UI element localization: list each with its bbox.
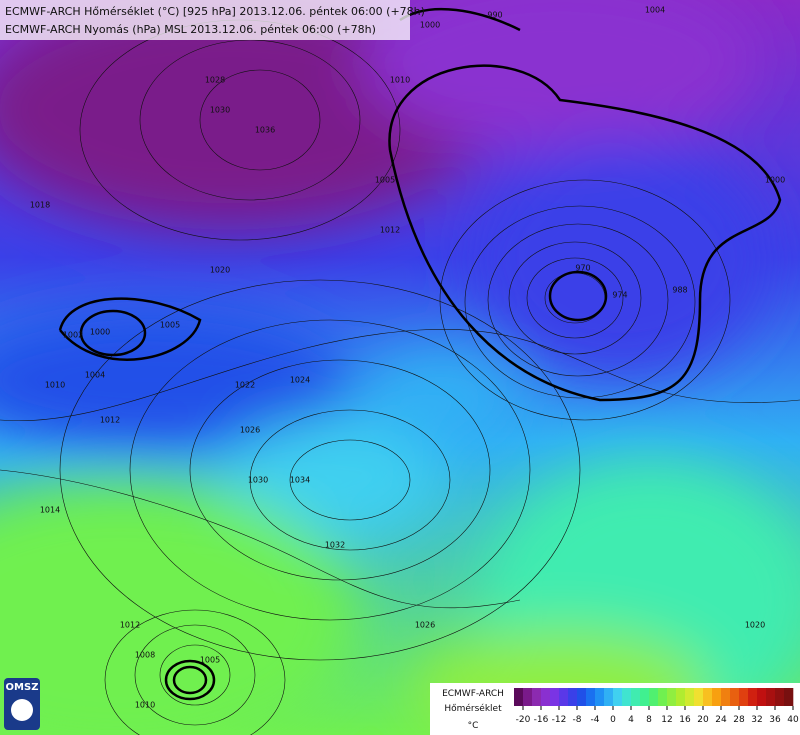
color-cell	[748, 688, 758, 706]
thick-contours	[58, 7, 782, 701]
logo: OMSZ	[4, 678, 40, 730]
contour-label: 990	[487, 11, 502, 20]
contour-label: 1010	[135, 701, 155, 710]
contour-label: 1030	[248, 476, 268, 485]
color-cell	[739, 688, 749, 706]
contour-label: 1034	[290, 476, 310, 485]
header: ECMWF-ARCH Hőmérséklet (°C) [925 hPa] 20…	[0, 0, 425, 40]
contour-label: 1012	[100, 416, 120, 425]
logo-text: OMSZ	[6, 682, 39, 693]
legend-tick-label: 16	[679, 715, 691, 725]
legend-tick-label: -12	[552, 715, 567, 725]
legend-tick-label: 24	[715, 715, 727, 725]
legend-tick-label: -4	[591, 715, 600, 725]
contour-label: 974	[612, 291, 627, 300]
color-cell	[514, 688, 524, 706]
color-cell	[541, 688, 551, 706]
contour-label: 1026	[240, 426, 260, 435]
color-cell	[667, 688, 677, 706]
contour-label: 1022	[235, 381, 255, 390]
color-cell	[703, 688, 713, 706]
contour-label: 1005	[160, 321, 180, 330]
legend-tick-label: 0	[610, 715, 616, 725]
color-cell	[586, 688, 596, 706]
contour-label: 1010	[45, 381, 65, 390]
contour-label: 1024	[290, 376, 310, 385]
contour-label: 1020	[210, 266, 230, 275]
color-cell	[532, 688, 542, 706]
color-cell	[658, 688, 668, 706]
color-cell	[631, 688, 641, 706]
color-cell	[640, 688, 650, 706]
contour-label: 1005	[375, 176, 395, 185]
color-cell	[622, 688, 632, 706]
color-cell	[784, 688, 794, 706]
color-cell	[757, 688, 767, 706]
color-cell	[604, 688, 614, 706]
legend-tick-label: -8	[573, 715, 582, 725]
contour-label: 1026	[415, 621, 435, 630]
legend-tick-label: -16	[534, 715, 549, 725]
contour-label: 1004	[85, 371, 105, 380]
contour-labels: 1000 1005 1002 1004 1010 1012 1022 1024 1026 1030…	[30, 6, 785, 710]
contour-label: 1020	[745, 621, 765, 630]
legend-unit: °C	[468, 721, 479, 731]
color-cell	[730, 688, 740, 706]
color-cell	[613, 688, 623, 706]
contour-label: 1010	[390, 76, 410, 85]
color-cell	[595, 688, 605, 706]
color-cell	[568, 688, 578, 706]
legend-tick-label: 32	[751, 715, 762, 725]
color-cell	[775, 688, 785, 706]
contour-label: 1014	[40, 506, 60, 515]
color-cell	[550, 688, 560, 706]
header-line: ECMWF-ARCH Hőmérséklet (°C) [925 hPa] 20…	[5, 5, 425, 18]
legend-model: ECMWF-ARCH	[442, 689, 504, 699]
color-cell	[523, 688, 533, 706]
color-cell	[676, 688, 686, 706]
contour-label: 1028	[205, 76, 225, 85]
color-cell	[559, 688, 569, 706]
contour-label: 1000	[420, 21, 440, 30]
contour-label: 1018	[30, 201, 50, 210]
legend-tick-label: 12	[661, 715, 672, 725]
contour-label: 988	[672, 286, 687, 295]
legend-tick-label: -20	[516, 715, 531, 725]
legend-tick-label: 40	[787, 715, 799, 725]
contour-label: 1008	[135, 651, 155, 660]
color-cell	[712, 688, 722, 706]
legend-tick-label: 28	[733, 715, 745, 725]
header-line: ECMWF-ARCH Nyomás (hPa) MSL 2013.12.06. …	[5, 23, 376, 36]
contour-label: 1030	[210, 106, 230, 115]
contour-label: 970	[575, 264, 590, 273]
contour-label: 1000	[765, 176, 785, 185]
legend: ECMWF-ARCH Hőmérséklet °C -20 -16 -12 -8 -4 0…	[430, 683, 800, 735]
contour-label: 1002	[63, 331, 83, 340]
color-cell	[766, 688, 776, 706]
color-cell	[721, 688, 731, 706]
color-cell	[685, 688, 695, 706]
legend-tick-label: 4	[628, 715, 634, 725]
contour-label: 1012	[120, 621, 140, 630]
color-cell	[577, 688, 587, 706]
contour-label: 1036	[255, 126, 275, 135]
legend-tick-label: 20	[697, 715, 709, 725]
contour-label: 1005	[200, 656, 220, 665]
color-cell	[649, 688, 659, 706]
legend-variable: Hőmérséklet	[444, 703, 502, 714]
legend-tick-label: 36	[769, 715, 781, 725]
contour-label: 1000	[90, 328, 110, 337]
pressure-contours	[0, 19, 800, 735]
color-cell	[694, 688, 704, 706]
legend-tick-label: 8	[646, 715, 652, 725]
contour-label: 1032	[325, 541, 345, 550]
contour-label: 1012	[380, 226, 400, 235]
contour-label: 1004	[645, 6, 665, 15]
